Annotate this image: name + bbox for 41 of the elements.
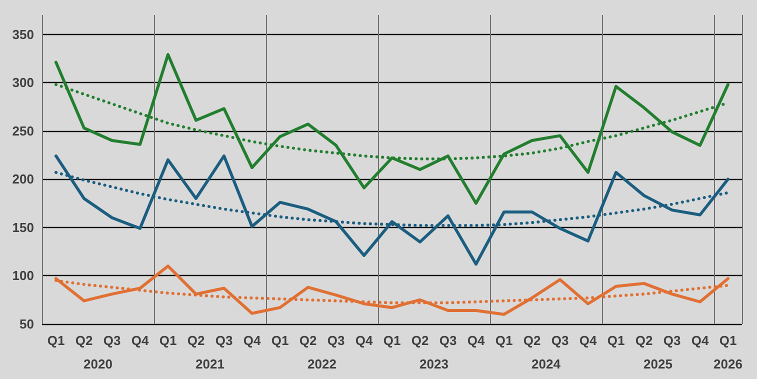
y-tick-label: 200 xyxy=(12,172,34,187)
x-tick-label: Q1 xyxy=(47,333,65,348)
text: 2021 xyxy=(196,356,224,372)
x-tick-label: Q2 xyxy=(635,333,653,348)
y-tick-label: 100 xyxy=(12,268,34,284)
x-tick-label: Q4 xyxy=(243,333,262,348)
x-tick-label: Q1 xyxy=(607,333,625,348)
x-tick-label: Q1 xyxy=(719,333,737,348)
x-tick-label: Q1 xyxy=(159,333,177,348)
y-tick-label: 350 xyxy=(12,26,34,42)
x-tick-label: Q4 xyxy=(579,333,598,348)
text: 2024 xyxy=(532,356,562,372)
x-tick-label: Q1 xyxy=(271,333,289,348)
x-tick-label: Q4 xyxy=(467,333,486,348)
y-tick-label: 250 xyxy=(12,123,34,138)
text: 2023 xyxy=(420,356,448,372)
x-tick-label: Q1 xyxy=(383,333,401,348)
y-tick-label: 300 xyxy=(12,75,34,90)
x-tick-label: Q3 xyxy=(327,333,345,348)
x-tick-label: Q4 xyxy=(131,333,150,348)
x-tick-label: Q3 xyxy=(103,333,121,348)
y-tick-label: 50 xyxy=(20,316,34,332)
line-series xyxy=(54,154,730,266)
x-tick-label: Q2 xyxy=(187,333,205,348)
x-tick-label: Q3 xyxy=(215,333,233,348)
text: 2025 xyxy=(644,356,672,372)
x-tick-label: Q4 xyxy=(691,333,710,348)
y-tick-label: 150 xyxy=(12,220,34,235)
x-tick-label: Q2 xyxy=(299,333,317,348)
x-tick-label: Q1 xyxy=(495,333,513,348)
x-tick-label: Q2 xyxy=(75,333,93,348)
x-tick-label: Q3 xyxy=(663,333,681,348)
text: 2020 xyxy=(84,356,112,372)
line-series xyxy=(54,53,730,205)
text: 2026 xyxy=(714,356,742,372)
x-tick-label: Q2 xyxy=(411,333,429,348)
text: 2022 xyxy=(308,356,336,372)
x-tick-label: Q3 xyxy=(551,333,569,348)
x-tick-label: Q3 xyxy=(439,333,457,348)
x-tick-label: Q4 xyxy=(355,333,374,348)
x-tick-label: Q2 xyxy=(523,333,541,348)
